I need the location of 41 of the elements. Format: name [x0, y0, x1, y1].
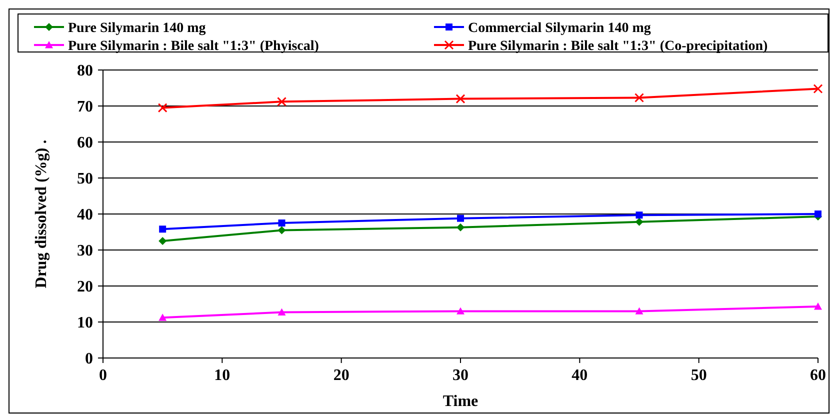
x-tick-label: 60 [810, 367, 826, 384]
y-tick-label: 80 [77, 62, 93, 80]
y-tick-label: 50 [77, 170, 93, 188]
point [158, 103, 168, 113]
x-tick-label: 10 [214, 367, 230, 384]
point [456, 307, 464, 314]
point [457, 214, 464, 222]
legend-label: Commercial Silymarin 140 mg [468, 20, 651, 36]
y-tick-label: 20 [77, 278, 93, 296]
y-tick-label: 60 [77, 134, 93, 152]
y-tick-label: 0 [85, 350, 93, 368]
point [814, 302, 822, 310]
point [456, 223, 464, 232]
point [635, 307, 644, 314]
point [814, 210, 822, 218]
point [158, 314, 167, 321]
x-tick-label: 40 [572, 367, 588, 384]
point [278, 308, 286, 316]
point [278, 226, 286, 234]
legend-label: Pure Silymarin : Bile salt "1:3" (Phyiscal) [68, 38, 320, 54]
x-tick-label: 50 [690, 367, 707, 384]
x-axis-title: Time [442, 393, 478, 410]
point [813, 84, 823, 94]
legend-label: Pure Silymarin 140 mg [68, 20, 206, 36]
point [635, 218, 644, 226]
y-axis-title: Drug dissolved (%g) . [33, 140, 50, 288]
y-tick-label: 10 [77, 314, 93, 332]
y-tick-label: 70 [77, 98, 93, 116]
point [636, 212, 643, 219]
point [277, 96, 286, 106]
x-tick-label: 30 [452, 367, 468, 384]
point [158, 237, 167, 245]
y-tick-label: 30 [77, 242, 93, 260]
y-tick-label: 40 [77, 206, 93, 224]
x-tick-label: 0 [99, 367, 107, 384]
point [634, 92, 644, 102]
point [159, 226, 166, 233]
legend-label: Pure Silymarin : Bile salt "1:3" (Co-precipitation) [468, 38, 768, 54]
point [278, 220, 286, 226]
x-tick-label: 20 [333, 367, 350, 384]
point [456, 94, 466, 104]
